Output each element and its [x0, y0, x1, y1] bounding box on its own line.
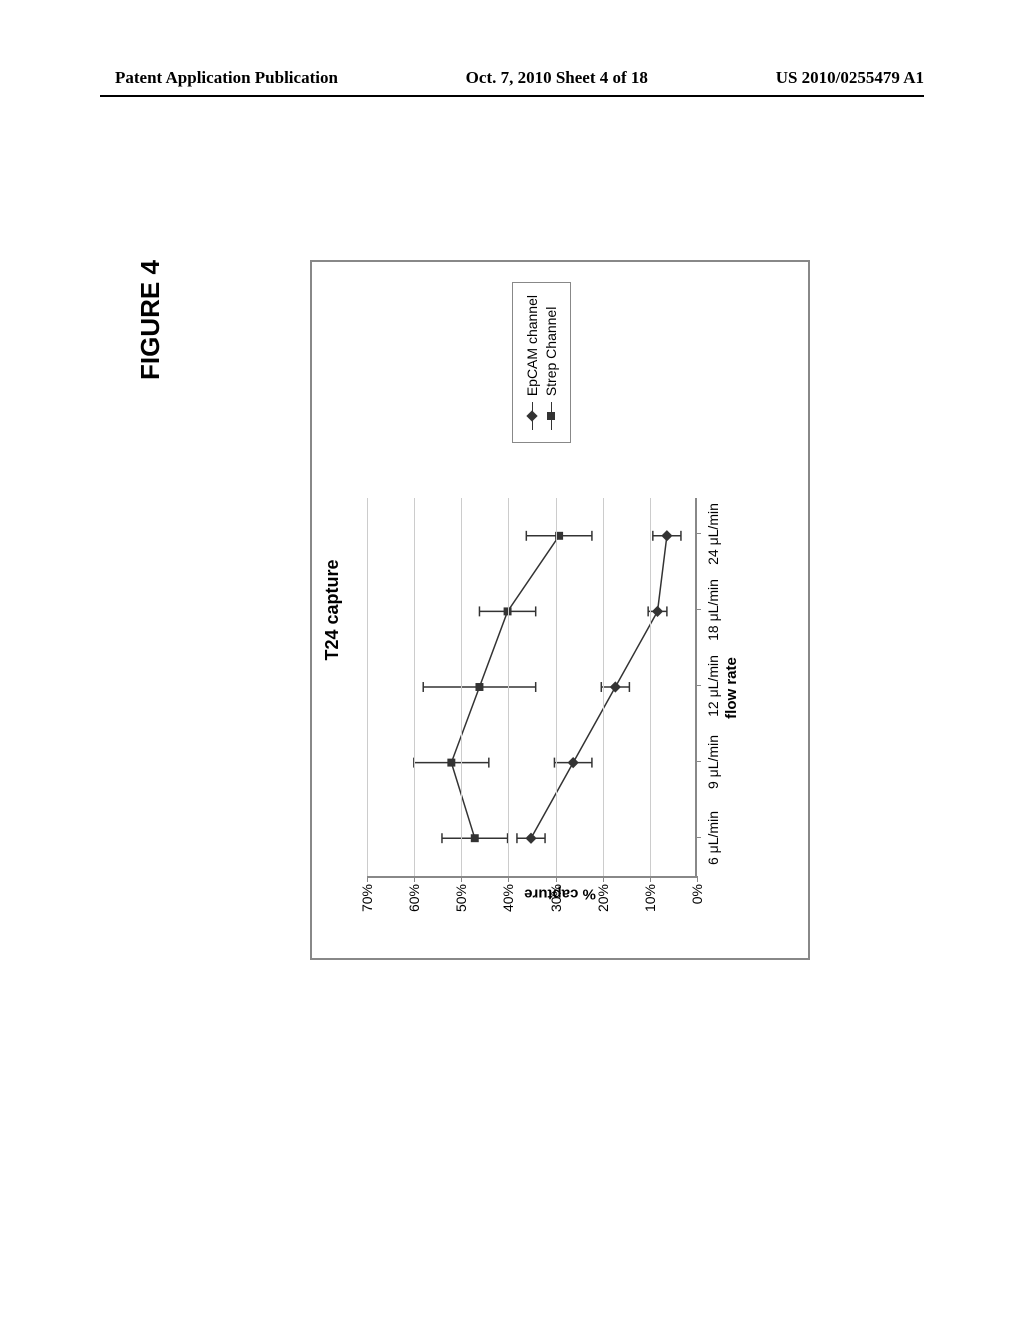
y-tick-mark [650, 876, 651, 882]
y-tick-mark [508, 876, 509, 882]
diamond-marker-icon [652, 606, 663, 617]
gridline [650, 498, 651, 876]
y-tick-label: 20% [595, 884, 611, 912]
y-tick-label: 10% [642, 884, 658, 912]
y-tick-mark [697, 876, 698, 882]
x-tick-label: 9 μL/min [705, 735, 721, 789]
header-left: Patent Application Publication [115, 68, 338, 88]
y-tick-label: 30% [548, 884, 564, 912]
x-tick-mark [695, 533, 701, 534]
chart-container: T24 capture % capture 0%10%20%30%40%50%6… [210, 260, 910, 960]
legend-line-icon [551, 402, 552, 430]
x-tick-mark [695, 837, 701, 838]
header-center: Oct. 7, 2010 Sheet 4 of 18 [466, 68, 648, 88]
x-tick-label: 12 μL/min [705, 655, 721, 717]
diamond-marker-icon [568, 757, 579, 768]
y-tick-mark [556, 876, 557, 882]
x-tick-label: 24 μL/min [705, 503, 721, 565]
square-marker-icon [475, 683, 483, 691]
plot-area: 0%10%20%30%40%50%60%70%6 μL/min9 μL/min1… [367, 498, 697, 878]
y-tick-mark [461, 876, 462, 882]
header-right: US 2010/0255479 A1 [776, 68, 924, 88]
legend-line-icon [532, 402, 533, 430]
series-line [531, 536, 667, 838]
figure-label: FIGURE 4 [135, 260, 166, 380]
legend-item-strep: Strep Channel [543, 295, 559, 430]
square-marker-icon [547, 412, 555, 420]
legend-item-epcam: EpCAM channel [524, 295, 540, 430]
diamond-marker-icon [525, 833, 536, 844]
x-axis-label: flow rate [723, 498, 740, 878]
gridline [508, 498, 509, 876]
gridline [603, 498, 604, 876]
y-tick-mark [603, 876, 604, 882]
x-tick-mark [695, 685, 701, 686]
y-tick-label: 50% [453, 884, 469, 912]
x-tick-mark [695, 609, 701, 610]
y-tick-label: 40% [500, 884, 516, 912]
x-tick-label: 6 μL/min [705, 811, 721, 865]
y-tick-label: 0% [689, 884, 705, 904]
gridline [556, 498, 557, 876]
chart-svg [367, 498, 695, 876]
y-tick-mark [367, 876, 368, 882]
diamond-marker-icon [610, 681, 621, 692]
square-marker-icon [471, 834, 479, 842]
gridline [461, 498, 462, 876]
chart-title: T24 capture [322, 262, 343, 958]
y-tick-label: 70% [359, 884, 375, 912]
chart-legend: EpCAM channel Strep Channel [512, 282, 571, 443]
chart-frame: T24 capture % capture 0%10%20%30%40%50%6… [310, 260, 810, 960]
header-divider [100, 95, 924, 97]
diamond-marker-icon [661, 530, 672, 541]
page-header: Patent Application Publication Oct. 7, 2… [0, 68, 1024, 88]
y-tick-label: 60% [406, 884, 422, 912]
legend-label: Strep Channel [543, 307, 559, 397]
gridline [367, 498, 368, 876]
x-tick-label: 18 μL/min [705, 579, 721, 641]
diamond-marker-icon [526, 411, 537, 422]
square-marker-icon [447, 759, 455, 767]
x-tick-mark [695, 761, 701, 762]
y-tick-mark [414, 876, 415, 882]
legend-label: EpCAM channel [524, 295, 540, 396]
gridline [414, 498, 415, 876]
